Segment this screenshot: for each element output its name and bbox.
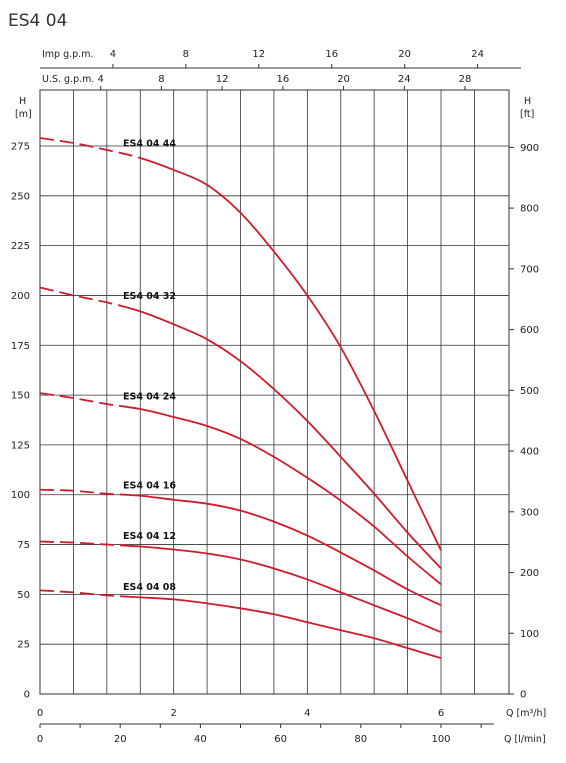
y2-tick-label: 100 [520, 629, 539, 640]
curve-label: ES4 04 44 [123, 138, 176, 149]
y-tick-label: 250 [11, 191, 30, 202]
y2-tick-label: 800 [520, 204, 539, 215]
curve-label: ES4 04 12 [123, 531, 176, 542]
imp-gpm-label: Imp g.p.m. [42, 49, 93, 60]
y-tick-label: 175 [11, 341, 30, 352]
imp-tick-label: 4 [110, 49, 116, 60]
x2-axis-label: Q [l/min] [504, 734, 546, 745]
y-tick-label: 75 [17, 540, 30, 551]
x1-axis-label: Q [m³/h] [506, 708, 546, 719]
y2-tick-label: 500 [520, 386, 539, 397]
curve-es4-04-08 [39, 589, 442, 659]
left-axis-label-1: H [19, 96, 26, 107]
curve-es4-04-24 [39, 392, 442, 586]
y-tick-label: 200 [11, 291, 30, 302]
us-tick-label: 16 [276, 74, 289, 85]
curve-label: ES4 04 24 [123, 392, 176, 403]
curve-es4-04-16 [39, 488, 442, 607]
x-tick-label: 6 [438, 708, 444, 719]
labels: 0255075100125150175200225250275010020030… [11, 49, 539, 745]
imp-tick-label: 24 [471, 49, 484, 60]
imp-tick-label: 16 [325, 49, 338, 60]
y-tick-label: 25 [17, 640, 30, 651]
y-tick-label: 125 [11, 440, 30, 451]
curves [39, 137, 442, 659]
y2-tick-label: 600 [520, 325, 539, 336]
y-tick-label: 150 [11, 391, 30, 402]
curve-label: ES4 04 16 [123, 480, 176, 491]
y-tick-label: 50 [17, 590, 30, 601]
x2-tick-label: 20 [114, 734, 127, 745]
right-axis-label-1: H [524, 96, 531, 107]
imp-tick-label: 8 [183, 49, 189, 60]
us-tick-label: 12 [216, 74, 229, 85]
y-tick-label: 0 [24, 690, 30, 701]
y2-tick-label: 0 [520, 690, 526, 701]
y2-tick-label: 300 [520, 507, 539, 518]
right-axis-label-2: [ft] [520, 109, 534, 120]
x2-tick-label: 0 [37, 734, 43, 745]
left-axis-label-2: [m] [15, 109, 32, 120]
curve-label: ES4 04 08 [123, 582, 176, 593]
x2-tick-label: 40 [194, 734, 207, 745]
grid [39, 64, 521, 728]
imp-tick-label: 20 [398, 49, 411, 60]
us-tick-label: 24 [398, 74, 411, 85]
y2-tick-label: 900 [520, 143, 539, 154]
y-tick-label: 275 [11, 142, 30, 153]
imp-tick-label: 12 [252, 49, 265, 60]
y2-tick-label: 200 [520, 568, 539, 579]
x2-tick-label: 100 [431, 734, 450, 745]
x2-tick-label: 80 [354, 734, 367, 745]
us-tick-label: 4 [98, 74, 104, 85]
x-tick-label: 2 [170, 708, 176, 719]
us-tick-label: 28 [459, 74, 472, 85]
x-tick-label: 0 [37, 708, 43, 719]
chart-title: ES4 04 [8, 11, 67, 31]
us-tick-label: 20 [337, 74, 350, 85]
y-tick-label: 225 [11, 241, 30, 252]
us-gpm-label: U.S. g.p.m. [42, 74, 94, 85]
curve-es4-04-12 [39, 540, 442, 634]
us-tick-label: 8 [158, 74, 164, 85]
y-tick-label: 100 [11, 490, 30, 501]
curve-es4-04-44 [39, 137, 442, 551]
curve-es4-04-32 [39, 286, 442, 570]
y2-tick-label: 700 [520, 264, 539, 275]
y2-tick-label: 400 [520, 447, 539, 458]
x2-tick-label: 60 [274, 734, 287, 745]
x-tick-label: 4 [304, 708, 310, 719]
curve-label: ES4 04 32 [123, 291, 176, 302]
